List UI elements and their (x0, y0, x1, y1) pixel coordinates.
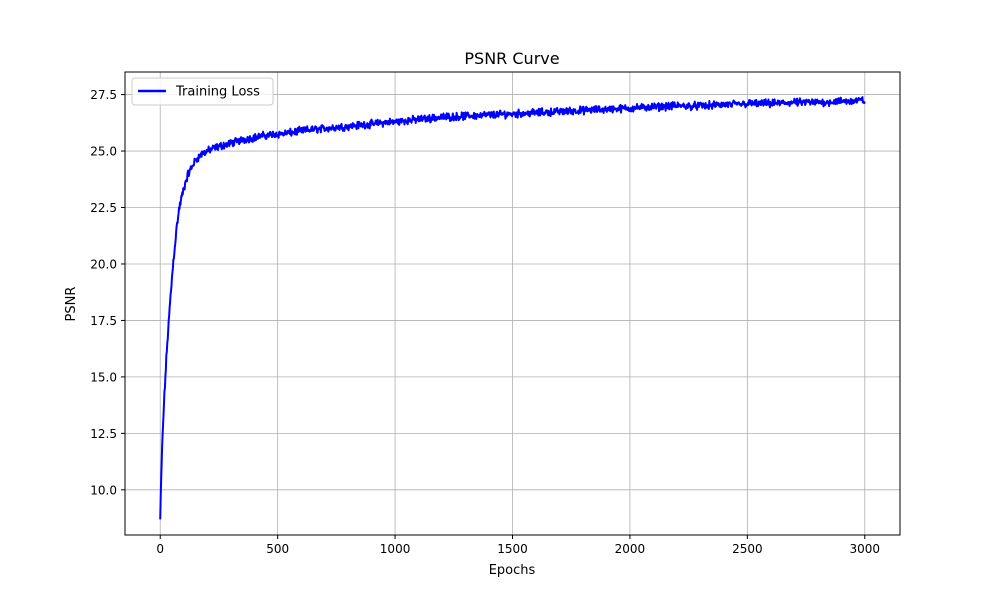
x-tick-label: 3000 (849, 542, 880, 556)
x-tick-label: 500 (266, 542, 289, 556)
y-axis-label: PSNR (64, 287, 79, 322)
x-tick-label: 1500 (497, 542, 528, 556)
y-tick-label: 12.5 (90, 427, 117, 441)
y-tick-label: 10.0 (90, 483, 117, 497)
legend-box (131, 77, 274, 106)
y-tick-label: 17.5 (90, 314, 117, 328)
y-tick-label: 22.5 (90, 201, 117, 215)
x-tick-label: 2000 (615, 542, 646, 556)
plot-lines (159, 96, 866, 520)
x-axis-ticks: 0 500 1000 1500 2000 2500 3000 (156, 535, 880, 556)
y-tick-label: 15.0 (90, 370, 117, 384)
chart-title: PSNR Curve (464, 49, 559, 68)
legend: Training Loss (131, 77, 274, 106)
y-tick-label: 27.5 (90, 88, 117, 102)
y-tick-label: 25.0 (90, 145, 117, 159)
y-axis-ticks: 10.0 12.5 15.0 17.5 20.0 22.5 25.0 27.5 (90, 88, 125, 497)
legend-label-training-loss: Training Loss (175, 85, 260, 100)
x-axis-label: Epochs (489, 563, 536, 578)
grid-lines (125, 72, 900, 535)
x-tick-label: 0 (156, 542, 164, 556)
y-tick-label: 20.0 (90, 257, 117, 271)
series-line-training-loss (159, 96, 866, 520)
x-tick-label: 1000 (380, 542, 411, 556)
x-tick-label: 2500 (732, 542, 763, 556)
